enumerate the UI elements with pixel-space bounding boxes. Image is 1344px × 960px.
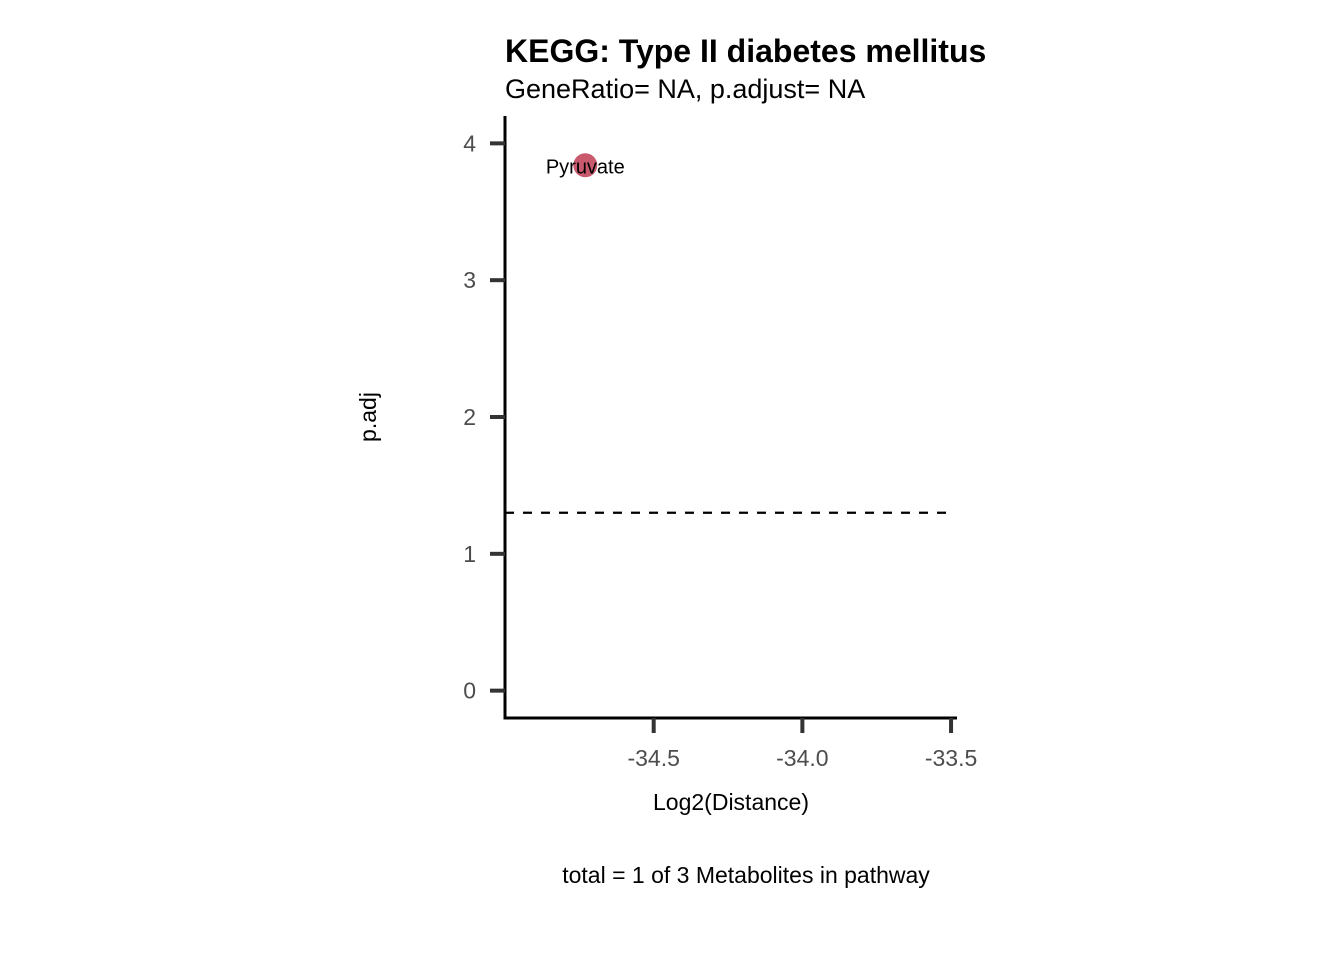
x-tick-label: -33.5	[925, 745, 977, 771]
x-tick-label: -34.5	[627, 745, 679, 771]
x-axis-label: Log2(Distance)	[653, 789, 809, 815]
y-tick-label: 2	[463, 404, 476, 430]
chart-subtitle: GeneRatio= NA, p.adjust= NA	[505, 74, 865, 104]
y-axis-label: p.adj	[355, 392, 381, 442]
data-point-label: Pyruvate	[546, 156, 625, 178]
chart-caption: total = 1 of 3 Metabolites in pathway	[562, 862, 930, 888]
y-tick-label: 3	[463, 267, 476, 293]
y-tick-label: 0	[463, 678, 476, 704]
y-tick-label: 1	[463, 541, 476, 567]
data-point	[573, 153, 598, 178]
x-tick-label: -34.0	[776, 745, 828, 771]
y-tick-label: 4	[463, 130, 476, 156]
chart-title: KEGG: Type II diabetes mellitus	[505, 33, 986, 69]
